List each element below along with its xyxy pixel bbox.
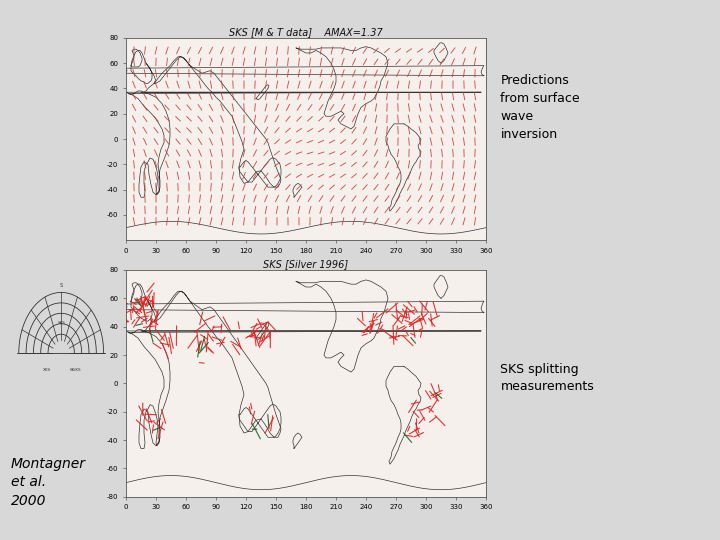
Text: Montagner
et al.
2000: Montagner et al. 2000 [11, 457, 86, 508]
Title: SKS [M & T data]    AMAX=1.37: SKS [M & T data] AMAX=1.37 [229, 27, 383, 37]
Text: XKS: XKS [42, 368, 50, 372]
Text: SKS: SKS [58, 321, 65, 325]
Text: Predictions
from surface
wave
inversion: Predictions from surface wave inversion [500, 75, 580, 141]
Text: S: S [60, 284, 63, 288]
Title: SKS [Silver 1996]: SKS [Silver 1996] [264, 259, 348, 269]
Text: SKS splitting
measurements: SKS splitting measurements [500, 362, 594, 394]
Text: SKiKS: SKiKS [70, 368, 81, 372]
